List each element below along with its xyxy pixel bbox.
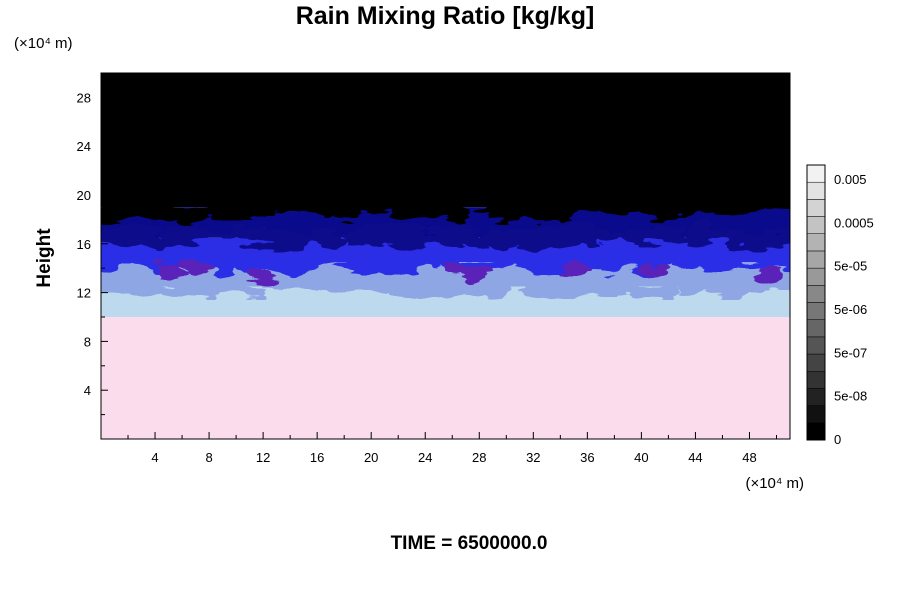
cell xyxy=(738,201,765,211)
colorbar-level xyxy=(806,267,826,286)
x-tick-label: 28 xyxy=(472,450,486,465)
colorbar-level xyxy=(806,422,826,441)
cell xyxy=(429,275,466,294)
x-tick-label: 36 xyxy=(580,450,594,465)
x-tick-label: 20 xyxy=(364,450,378,465)
y-tick-label: 16 xyxy=(77,237,91,252)
cell xyxy=(320,234,346,248)
cell xyxy=(677,279,699,295)
cell xyxy=(731,261,783,272)
cell xyxy=(233,286,269,297)
y-tick-label: 28 xyxy=(77,90,91,105)
vortex-spot xyxy=(465,266,494,281)
x-tick-label: 12 xyxy=(256,450,270,465)
x-axis: 4 8 12 16 20 24 28 32 36 40 44 48 xyxy=(127,432,777,465)
colorbar-label: 0 xyxy=(834,432,841,447)
y-axis: 4 8 12 16 20 24 28 xyxy=(77,90,108,416)
cell xyxy=(480,279,509,300)
turbulent-cells xyxy=(101,192,790,300)
vortex-spot xyxy=(154,263,183,278)
colorbar-level xyxy=(806,164,826,183)
colorbar: 0.005 0.0005 5e-05 5e-06 5e-07 5e-08 0 xyxy=(806,164,874,447)
x-unit-label: (×10⁴ m) xyxy=(745,475,804,492)
cell xyxy=(368,280,390,295)
colorbar-level xyxy=(806,285,826,303)
cell xyxy=(772,200,790,214)
colorbar-level xyxy=(806,319,826,338)
cell xyxy=(485,201,529,222)
cell xyxy=(774,249,790,271)
cell xyxy=(651,230,688,245)
chart-title: Rain Mixing Ratio [kg/kg] xyxy=(296,2,595,30)
x-tick-label: 16 xyxy=(310,450,324,465)
vortex-spot xyxy=(249,268,278,283)
x-tick-label: 48 xyxy=(742,450,756,465)
cell xyxy=(762,227,790,243)
plot-frame xyxy=(100,72,791,440)
colorbar-level xyxy=(806,233,826,252)
colorbar-level xyxy=(806,302,826,320)
cell xyxy=(313,202,336,217)
y-tick-label: 4 xyxy=(84,383,91,398)
colorbar-level xyxy=(806,216,826,234)
cell xyxy=(658,283,679,299)
colorbar-level xyxy=(806,388,826,406)
cell xyxy=(462,234,486,249)
cell xyxy=(275,205,321,217)
x-tick-label: 4 xyxy=(151,450,158,465)
colorbar-level xyxy=(806,250,826,269)
cell xyxy=(346,259,384,276)
colorbar-label: 5e-05 xyxy=(834,259,867,274)
x-tick-label: 40 xyxy=(634,450,648,465)
cell xyxy=(289,233,312,254)
y-tick-label: 20 xyxy=(77,188,91,203)
y-tick-label: 8 xyxy=(84,334,91,349)
y-axis-label: Height xyxy=(34,228,55,288)
colorbar-level xyxy=(806,336,826,355)
time-label: TIME = 6500000.0 xyxy=(391,533,548,554)
vortex-spot xyxy=(181,258,210,273)
colorbar-label: 0.0005 xyxy=(834,215,874,230)
colorbar-level xyxy=(806,353,826,372)
colorbar-level xyxy=(806,181,826,200)
cell xyxy=(323,254,349,264)
x-tick-label: 32 xyxy=(526,450,540,465)
y-tick-label: 12 xyxy=(77,286,91,301)
cell xyxy=(445,201,470,224)
vortex-spot xyxy=(640,259,669,274)
y-unit-label: (×10⁴ m) xyxy=(14,35,73,52)
x-tick-label: 44 xyxy=(688,450,702,465)
cell xyxy=(687,223,724,243)
colorbar-frame xyxy=(806,164,826,441)
cell xyxy=(674,205,697,217)
colorbar-label: 0.005 xyxy=(834,172,867,187)
colorbar-level xyxy=(806,199,826,217)
y-tick-label: 24 xyxy=(77,139,91,154)
vortex-spot xyxy=(755,269,784,284)
x-tick-label: 24 xyxy=(418,450,432,465)
x-tick-label: 8 xyxy=(205,450,212,465)
colorbar-level xyxy=(806,371,826,389)
cell xyxy=(723,226,746,249)
colorbar-label: 5e-08 xyxy=(834,389,867,404)
colorbar-level xyxy=(806,405,826,424)
plot-area xyxy=(101,73,790,439)
band-0 xyxy=(101,317,790,439)
vortex-spot xyxy=(559,263,588,278)
colorbar-label: 5e-07 xyxy=(834,345,867,360)
cell xyxy=(299,251,329,265)
cell xyxy=(408,247,448,269)
colorbar-label: 5e-06 xyxy=(834,302,867,317)
band-5 xyxy=(101,73,790,208)
